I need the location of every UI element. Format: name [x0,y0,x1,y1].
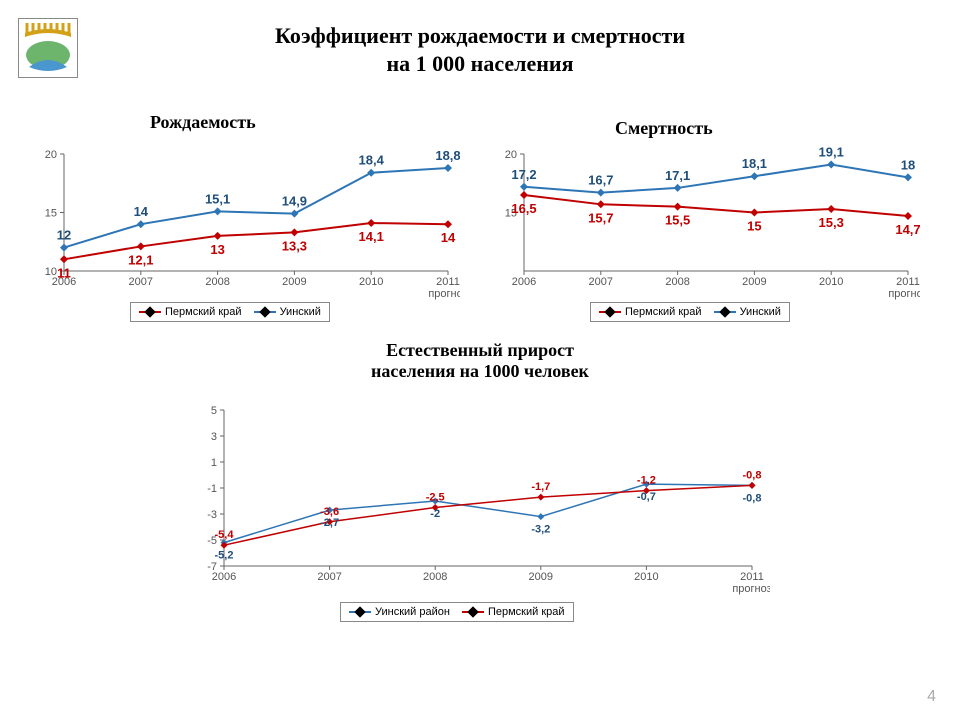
svg-text:17,2: 17,2 [511,167,536,182]
svg-text:15,3: 15,3 [819,215,844,230]
svg-text:-0,8: -0,8 [743,492,762,504]
title-line2: на 1 000 населения [386,51,573,76]
svg-text:15: 15 [747,219,761,234]
svg-text:20: 20 [505,149,517,161]
growth-subtitle: Естественный прирост населения на 1000 ч… [300,340,660,382]
svg-text:17,1: 17,1 [665,168,690,183]
svg-text:-1: -1 [207,483,217,495]
coat-of-arms-logo [18,18,78,78]
svg-text:12: 12 [57,228,71,243]
svg-text:2011: 2011 [896,276,920,288]
svg-text:-1,7: -1,7 [531,481,550,493]
legend-label: Уинский район [375,606,450,618]
svg-text:11: 11 [57,265,71,280]
svg-text:2007: 2007 [317,571,341,583]
svg-text:13,3: 13,3 [282,238,307,253]
svg-text:-5,4: -5,4 [215,529,235,541]
svg-text:2010: 2010 [819,276,843,288]
svg-text:2011: 2011 [740,571,764,583]
svg-text:20: 20 [45,149,57,161]
svg-text:2006: 2006 [212,571,236,583]
svg-text:прогноз: прогноз [888,288,920,300]
death-chart: 15 20 2006 2007 2008 2009 2010 2011прогноз 16,5 1… [490,140,920,305]
svg-text:-2: -2 [430,508,440,520]
svg-text:14: 14 [441,230,456,245]
svg-text:16,7: 16,7 [588,173,613,188]
svg-text:-2,5: -2,5 [426,492,445,504]
svg-text:-5,2: -5,2 [215,550,234,562]
growth-chart: -7-5-3-1135200620072008200920102011прогн… [190,400,770,600]
page-title: Коэффициент рождаемости и смертности на … [200,22,760,77]
svg-text:5: 5 [211,405,217,417]
svg-text:14,1: 14,1 [359,229,384,244]
legend-label: Пермский край [625,306,702,318]
svg-text:16,5: 16,5 [511,201,536,216]
svg-text:2007: 2007 [129,276,153,288]
svg-text:2009: 2009 [742,276,766,288]
svg-text:2010: 2010 [634,571,658,583]
legend-item: Уинский район [349,606,450,618]
svg-text:15,7: 15,7 [588,210,613,225]
svg-text:2010: 2010 [359,276,383,288]
birth-legend: Пермский край Уинский [130,302,330,322]
svg-text:прогноз: прогноз [732,583,770,595]
svg-text:12,1: 12,1 [128,252,153,267]
svg-text:18,4: 18,4 [359,153,385,168]
svg-text:18: 18 [901,157,915,172]
svg-text:-0,7: -0,7 [637,491,656,503]
svg-text:2008: 2008 [205,276,229,288]
legend-item: Пермский край [462,606,565,618]
svg-text:-3,2: -3,2 [531,524,550,536]
svg-text:2011: 2011 [436,276,460,288]
svg-text:2007: 2007 [589,276,613,288]
svg-text:2009: 2009 [282,276,306,288]
svg-text:15,1: 15,1 [205,191,230,206]
svg-text:14: 14 [134,204,149,219]
svg-text:-3,6: -3,6 [320,506,339,518]
legend-item: Пермский край [599,306,702,318]
growth-title-line2: населения на 1000 человек [371,361,589,381]
svg-text:15,5: 15,5 [665,213,690,228]
legend-label: Уинский [280,306,321,318]
legend-label: Пермский край [488,606,565,618]
death-legend: Пермский край Уинский [590,302,790,322]
legend-item: Уинский [714,306,781,318]
svg-text:2006: 2006 [512,276,536,288]
svg-text:2009: 2009 [529,571,553,583]
death-subtitle: Смертность [615,118,713,139]
svg-text:-2,7: -2,7 [320,517,339,529]
svg-text:-0,8: -0,8 [743,469,762,481]
growth-title-line1: Естественный прирост [386,340,574,360]
legend-label: Пермский край [165,306,242,318]
svg-text:-1,2: -1,2 [637,475,656,487]
page-number: 4 [927,688,936,706]
svg-text:2008: 2008 [423,571,447,583]
legend-item: Пермский край [139,306,242,318]
svg-text:14,9: 14,9 [282,194,307,209]
svg-text:14,7: 14,7 [895,222,920,237]
svg-text:1: 1 [211,457,217,469]
svg-text:3: 3 [211,431,217,443]
growth-legend: Уинский район Пермский край [340,602,574,622]
svg-text:15: 15 [45,208,57,220]
birth-chart: 101520200620072008200920102011прогноз111… [30,140,460,305]
legend-item: Уинский [254,306,321,318]
title-line1: Коэффициент рождаемости и смертности [275,23,685,48]
svg-text:2008: 2008 [665,276,689,288]
svg-text:-3: -3 [207,509,217,521]
svg-text:18,8: 18,8 [435,148,460,163]
svg-text:13: 13 [210,242,224,257]
svg-text:19,1: 19,1 [819,145,844,160]
legend-label: Уинский [740,306,781,318]
birth-subtitle: Рождаемость [150,112,256,133]
svg-text:прогноз: прогноз [428,288,460,300]
svg-text:18,1: 18,1 [742,156,767,171]
